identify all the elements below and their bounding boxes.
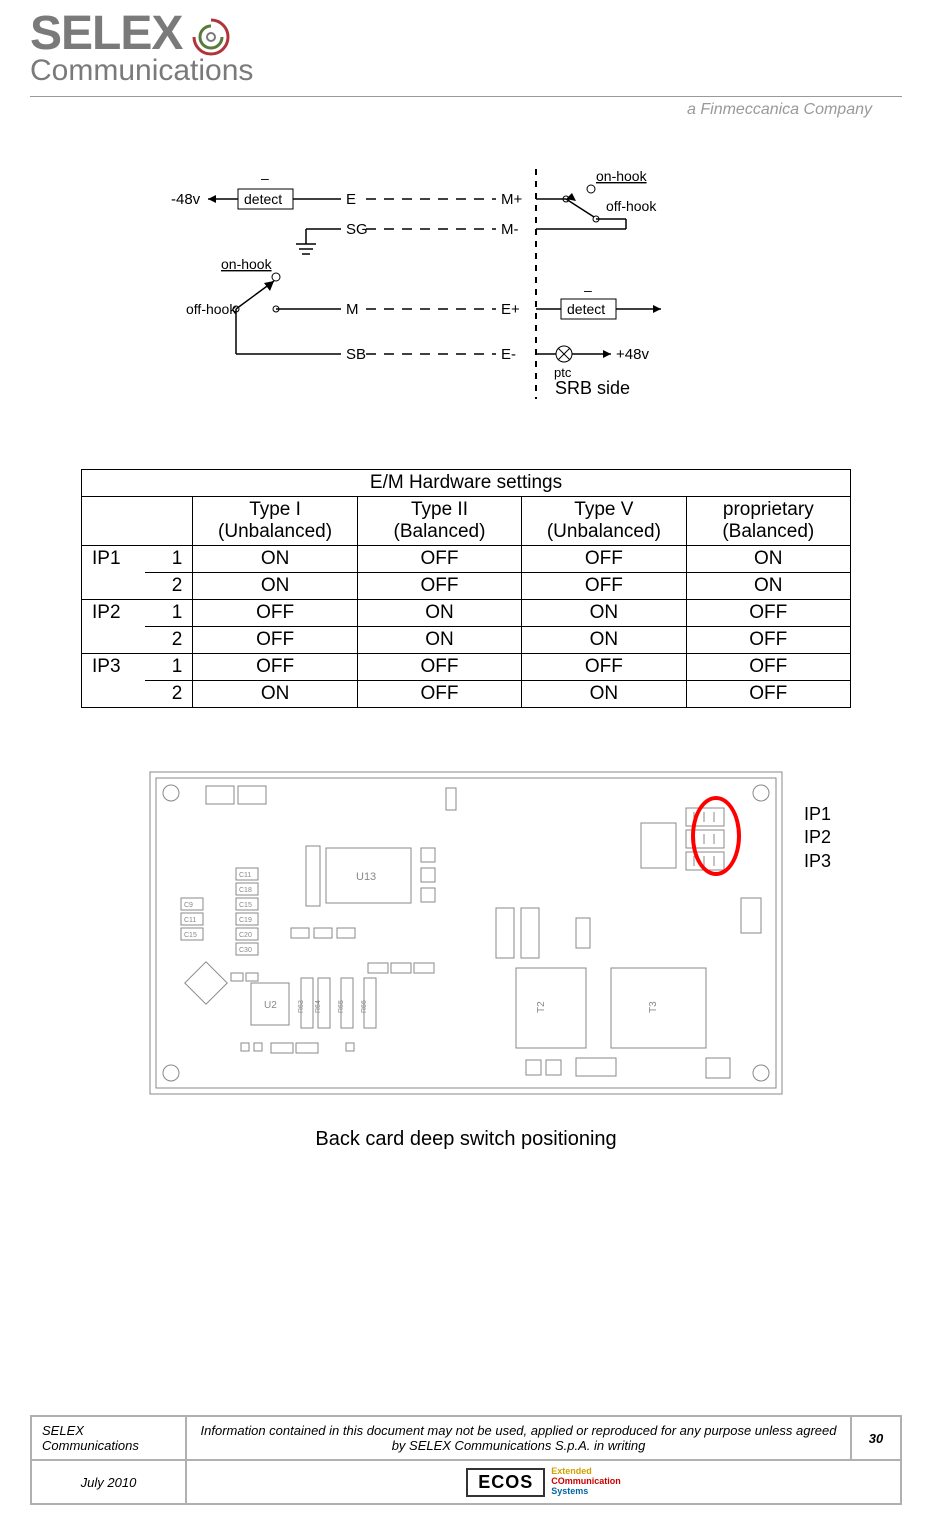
svg-text:R64: R64 [315,1000,322,1013]
ecos-subtext: Extended COmmunication Systems [551,1467,621,1497]
pos48v-label: +48v [616,346,649,363]
ecos-box: ECOS [466,1468,545,1497]
ip-highlight-oval [691,796,741,876]
svg-text:C19: C19 [239,917,252,924]
ip1-label: IP1 [804,803,831,826]
srb-side-label: SRB side [555,378,630,399]
pcb-diagram: C9 C11 C15 C11 C18 C15 C19 C20 C30 U13 U… [146,768,786,1098]
table-title-row: E/M Hardware settings [82,470,851,497]
e-label: E [346,191,356,208]
ip-labels: IP1 IP2 IP3 [804,803,831,873]
onhook-left-label: on-hook [221,256,273,272]
footer-info: Information contained in this document m… [186,1416,851,1460]
detect-right-label: detect [567,301,605,317]
svg-text:R66: R66 [361,1000,368,1013]
svg-text:–: – [261,170,269,186]
svg-text:R65: R65 [338,1000,345,1013]
svg-text:U2: U2 [264,1000,277,1011]
svg-text:C20: C20 [239,932,252,939]
ip3-label: IP3 [804,850,831,873]
table-row: IP1 1 ON OFF OFF ON [82,546,851,573]
svg-text:T3: T3 [648,1001,659,1013]
offhook-left-label: off-hook [186,301,237,317]
svg-text:T2: T2 [536,1001,547,1013]
offhook-right-label: off-hook [606,198,657,214]
svg-text:C30: C30 [239,947,252,954]
col-type-1: Type I(Unbalanced) [193,497,357,546]
svg-text:C11: C11 [239,872,251,879]
table-title: E/M Hardware settings [82,470,851,497]
svg-text:–: – [584,282,592,298]
svg-text:R63: R63 [298,1000,305,1013]
brand-name: SELEX [30,10,182,58]
document-page: SELEX Communications a Finmeccanica Comp… [0,0,932,1525]
mplus-label: M+ [501,191,522,208]
page-footer: SELEX Communications Information contain… [0,1415,932,1525]
page-header: SELEX Communications a Finmeccanica Comp… [0,0,932,119]
svg-text:C15: C15 [239,902,252,909]
eplus-label: E+ [501,301,520,318]
svg-text:C18: C18 [239,887,252,894]
pcb-svg: C9 C11 C15 C11 C18 C15 C19 C20 C30 U13 U… [146,768,786,1098]
ecos-logo: ECOS Extended COmmunication Systems [466,1467,621,1497]
logo-swirl-icon [190,16,232,58]
col-type-4: proprietary(Balanced) [686,497,850,546]
detect-left-label: detect [244,191,282,207]
table-row: 2 OFF ON ON OFF [82,627,851,654]
table-row: IP3 1 OFF OFF OFF OFF [82,654,851,681]
table-row: 2 ON OFF OFF ON [82,573,851,600]
em-diagram-svg: -48v detect – E M+ SG M- on-hook [166,169,766,429]
neg48v-label: -48v [171,191,201,208]
svg-text:C15: C15 [184,932,197,939]
svg-text:C11: C11 [184,917,196,924]
footer-logo-cell: ECOS Extended COmmunication Systems [186,1460,901,1504]
logo-row: SELEX [30,10,902,58]
sg-label: SG [346,221,368,238]
em-signaling-diagram: -48v detect – E M+ SG M- on-hook [166,169,766,429]
header-divider [30,96,902,97]
eminus-label: E- [501,346,516,363]
footer-table: SELEX Communications Information contain… [30,1415,902,1505]
m-label: M [346,301,359,318]
brand-tagline: Communications [30,54,902,88]
pcb-caption: Back card deep switch positioning [0,1128,932,1151]
sb-label: SB [346,346,366,363]
svg-text:U13: U13 [356,871,376,883]
table-row: 2 ON OFF ON OFF [82,681,851,708]
footer-page-number: 30 [851,1416,901,1460]
em-hardware-settings-table: E/M Hardware settings Type I(Unbalanced)… [81,469,851,708]
col-type-2: Type II(Balanced) [357,497,521,546]
onhook-right-label: on-hook [596,169,648,184]
ip2-label: IP2 [804,826,831,849]
mminus-label: M- [501,221,519,238]
table-row: IP2 1 OFF ON ON OFF [82,600,851,627]
footer-date: July 2010 [31,1460,186,1504]
footer-company: SELEX Communications [31,1416,186,1460]
header-subtext: a Finmeccanica Company [30,101,902,119]
table-header-row: Type I(Unbalanced) Type II(Balanced) Typ… [82,497,851,546]
svg-text:C9: C9 [184,902,193,909]
col-type-3: Type V(Unbalanced) [522,497,686,546]
